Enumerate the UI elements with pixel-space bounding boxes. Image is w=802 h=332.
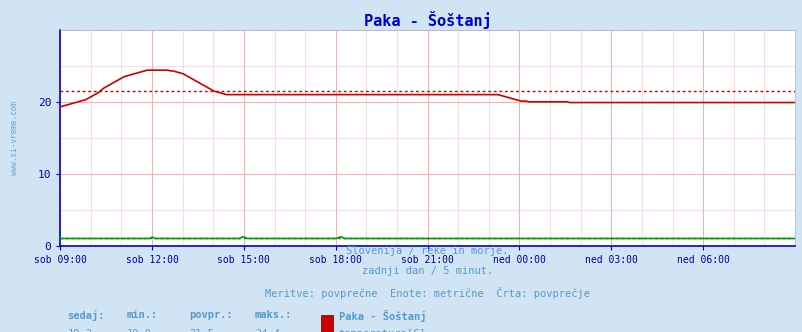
Text: Paka - Šoštanj: Paka - Šoštanj [339, 310, 427, 322]
Text: maks.:: maks.: [254, 310, 292, 320]
Text: min.:: min.: [126, 310, 157, 320]
Text: 19,0: 19,0 [126, 329, 151, 332]
Text: zadnji dan / 5 minut.: zadnji dan / 5 minut. [362, 266, 492, 277]
Text: Slovenija / reke in morje.: Slovenija / reke in morje. [346, 246, 508, 256]
Bar [321, 315, 332, 332]
Text: www.si-vreme.com: www.si-vreme.com [10, 101, 19, 175]
Text: 21,5: 21,5 [188, 329, 213, 332]
Text: sedaj:: sedaj: [67, 310, 105, 321]
Text: povpr.:: povpr.: [188, 310, 233, 320]
Text: temperatura[C]: temperatura[C] [338, 329, 425, 332]
Text: 19,3: 19,3 [67, 329, 92, 332]
Text: Meritve: povprečne  Enote: metrične  Črta: povprečje: Meritve: povprečne Enote: metrične Črta:… [265, 287, 589, 299]
Title: Paka - Šoštanj: Paka - Šoštanj [363, 11, 491, 29]
Text: 24,4: 24,4 [254, 329, 280, 332]
